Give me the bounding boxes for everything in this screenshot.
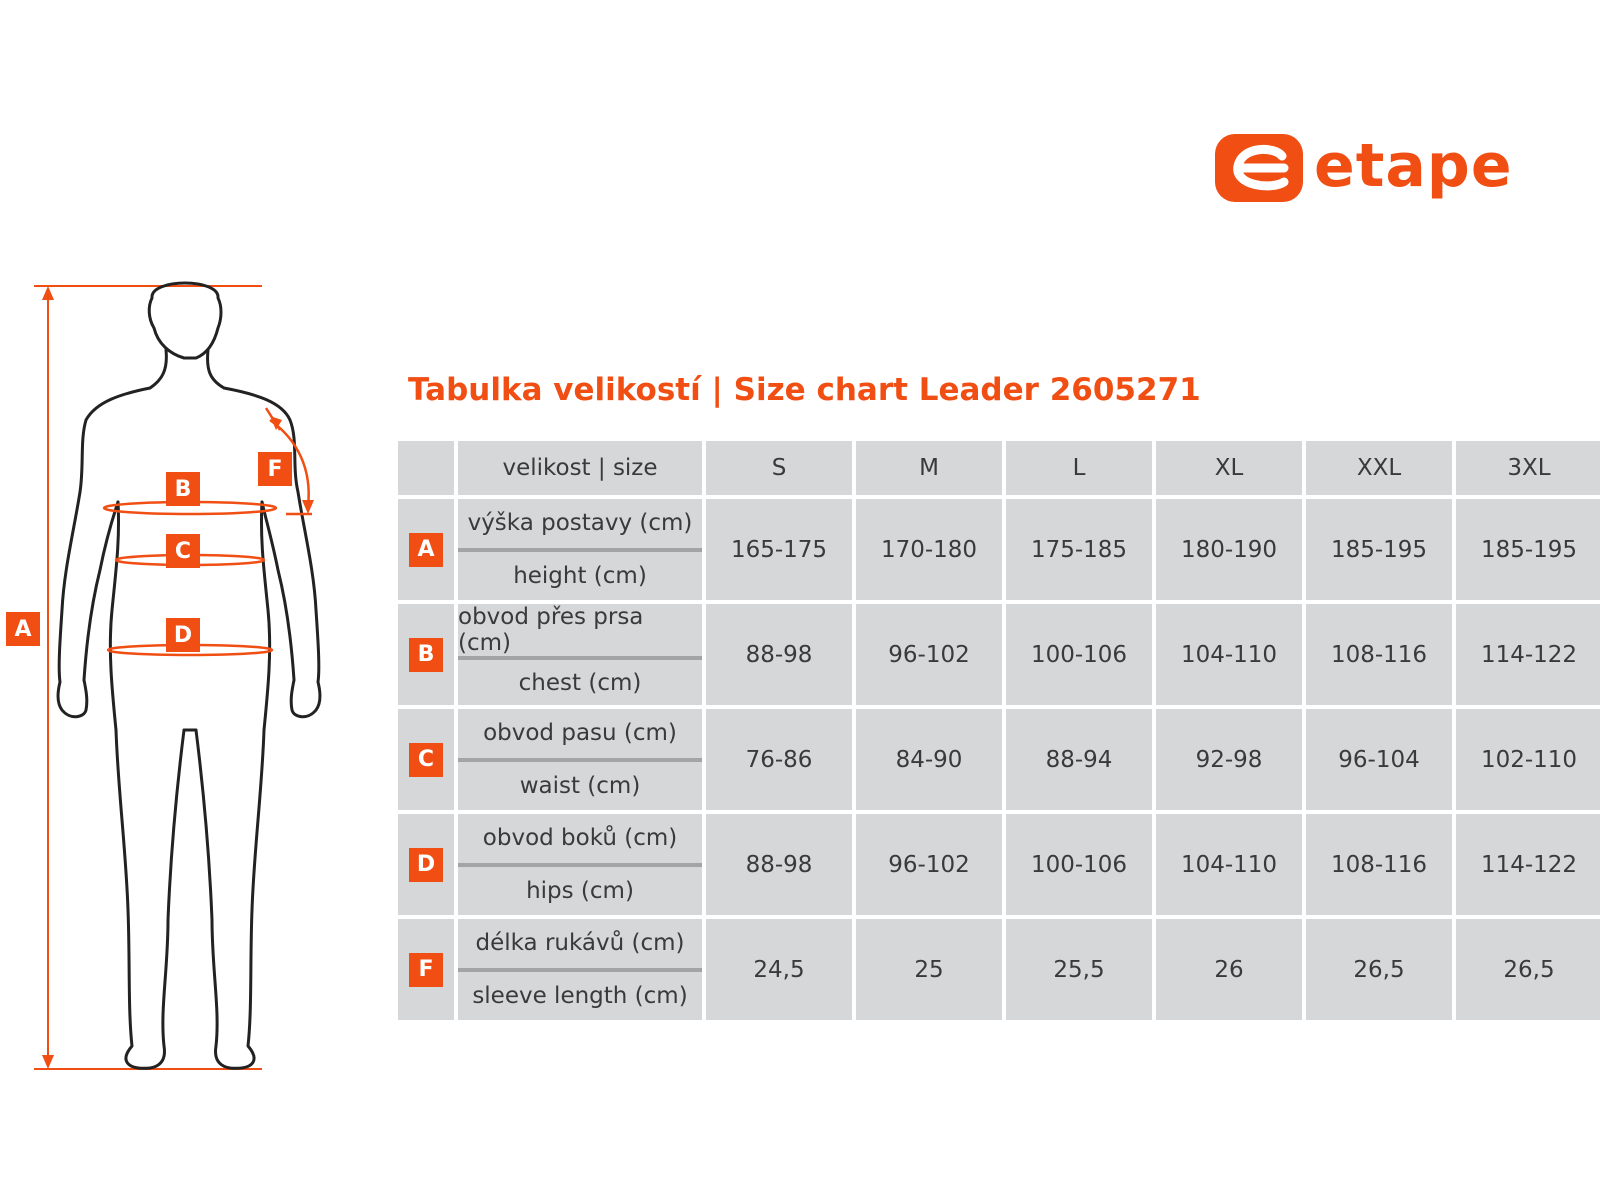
waist-s-cell: 76-86	[706, 709, 852, 810]
chest-xl-cell: 104-110	[1156, 604, 1302, 705]
height-l-cell: 175-185	[1006, 499, 1152, 600]
figure-marker-b: B	[166, 472, 200, 506]
sleeve-l-cell: 25,5	[1006, 919, 1152, 1020]
human-body-outline-icon	[34, 281, 322, 1070]
hips-m-cell: 96-102	[856, 814, 1002, 915]
sleeve-m-cell: 25	[856, 919, 1002, 1020]
row-label-en: waist (cm)	[519, 772, 641, 799]
chest-xxl-cell: 108-116	[1306, 604, 1452, 705]
header-size-m: M	[856, 441, 1002, 495]
size-chart-title: Tabulka velikostí | Size chart Leader 26…	[408, 372, 1201, 408]
size-chart-table: velikost | size S M L XL XXL 3XL A výška…	[398, 441, 1600, 1020]
sleeve-3xl-cell: 26,5	[1456, 919, 1600, 1020]
row-label-cz: obvod pasu (cm)	[483, 720, 677, 747]
row-label-cz: obvod přes prsa (cm)	[458, 604, 644, 656]
figure-marker-c: C	[166, 534, 200, 568]
row-letter-cell: B	[398, 604, 454, 705]
height-m-cell: 170-180	[856, 499, 1002, 600]
row-letter-d-badge: D	[409, 847, 443, 882]
row-label-chest: obvod přes prsa (cm) chest (cm)	[458, 604, 702, 705]
header-size-s: S	[706, 441, 852, 495]
row-label-divider	[458, 656, 702, 660]
header-size-l: L	[1006, 441, 1152, 495]
chest-3xl-cell: 114-122	[1456, 604, 1600, 705]
figure-marker-f: F	[258, 452, 292, 486]
row-label-height: výška postavy (cm) height (cm)	[458, 499, 702, 600]
row-label-en: height (cm)	[513, 562, 647, 589]
etape-logo: etape	[1212, 130, 1532, 210]
header-size-xl: XL	[1156, 441, 1302, 495]
row-letter-cell: F	[398, 919, 454, 1020]
header-size-label: velikost | size	[458, 441, 702, 495]
row-label-divider	[458, 757, 702, 762]
row-label-divider	[458, 862, 702, 867]
chest-s-cell: 88-98	[706, 604, 852, 705]
hips-l-cell: 100-106	[1006, 814, 1152, 915]
hips-xl-cell: 104-110	[1156, 814, 1302, 915]
chest-m-cell: 96-102	[856, 604, 1002, 705]
header-size-xxl: XXL	[1306, 441, 1452, 495]
hips-xxl-cell: 108-116	[1306, 814, 1452, 915]
waist-xxl-cell: 96-104	[1306, 709, 1452, 810]
row-label-sleeve: délka rukávů (cm) sleeve length (cm)	[458, 919, 702, 1020]
row-label-hips: obvod boků (cm) hips (cm)	[458, 814, 702, 915]
height-s-cell: 165-175	[706, 499, 852, 600]
height-xxl-cell: 185-195	[1306, 499, 1452, 600]
row-letter-b-badge: B	[409, 637, 443, 672]
row-label-cz: obvod boků (cm)	[482, 825, 678, 852]
row-label-en: chest (cm)	[518, 669, 642, 696]
row-label-cz: délka rukávů (cm)	[475, 930, 685, 957]
height-xl-cell: 180-190	[1156, 499, 1302, 600]
row-label-en: hips (cm)	[526, 877, 634, 904]
row-label-waist: obvod pasu (cm) waist (cm)	[458, 709, 702, 810]
hips-s-cell: 88-98	[706, 814, 852, 915]
row-label-divider	[458, 547, 702, 552]
row-letter-cell: D	[398, 814, 454, 915]
waist-xl-cell: 92-98	[1156, 709, 1302, 810]
header-corner-cell	[398, 441, 454, 495]
hips-3xl-cell: 114-122	[1456, 814, 1600, 915]
figure-marker-a: A	[6, 612, 40, 646]
waist-m-cell: 84-90	[856, 709, 1002, 810]
row-label-divider	[458, 967, 702, 972]
row-letter-cell: A	[398, 499, 454, 600]
chest-l-cell: 100-106	[1006, 604, 1152, 705]
row-letter-a-badge: A	[409, 532, 443, 567]
etape-logo-mark-icon	[1215, 134, 1303, 202]
row-label-cz: výška postavy (cm)	[467, 510, 693, 537]
header-size-3xl: 3XL	[1456, 441, 1600, 495]
waist-3xl-cell: 102-110	[1456, 709, 1600, 810]
sleeve-xxl-cell: 26,5	[1306, 919, 1452, 1020]
waist-l-cell: 88-94	[1006, 709, 1152, 810]
row-letter-c-badge: C	[409, 742, 443, 777]
row-label-en: sleeve length (cm)	[472, 982, 688, 1009]
sleeve-xl-cell: 26	[1156, 919, 1302, 1020]
sleeve-s-cell: 24,5	[706, 919, 852, 1020]
row-letter-f-badge: F	[409, 952, 443, 987]
etape-logo-wordmark: etape	[1314, 131, 1513, 201]
figure-marker-d: D	[166, 618, 200, 652]
row-letter-cell: C	[398, 709, 454, 810]
height-3xl-cell: 185-195	[1456, 499, 1600, 600]
body-measurement-figure: A B C D F	[0, 270, 340, 1090]
